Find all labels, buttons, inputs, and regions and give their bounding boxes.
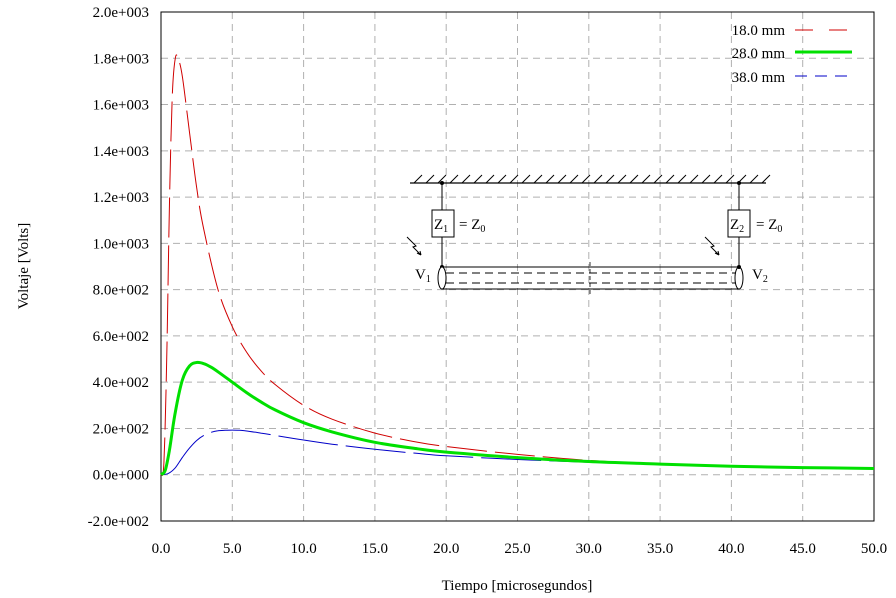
y-tick-label: 1.2e+003 [93,190,149,206]
ground-hatch-mark [761,174,771,184]
y-tick-label: 6.0e+002 [93,329,149,345]
x-tick-label: 30.0 [576,541,602,557]
ground-hatch-mark [485,174,495,184]
ground-hatch-mark [581,174,591,184]
x-tick-label: 50.0 [861,541,887,557]
v1-label: V1 [415,267,431,285]
y-tick-label: 8.0e+002 [93,283,149,299]
ground-hatch-mark [509,174,519,184]
ground-hatch-mark [617,174,627,184]
y-tick-label: 1.4e+003 [93,144,149,160]
x-tick-label: 45.0 [790,541,816,557]
y-axis-ticks: -2.0e+002 0.0e+000 2.0e+002 4.0e+002 6.0e+00… [88,5,149,530]
ground-hatch-mark [461,174,471,184]
ground-hatch-mark [497,174,507,184]
legend-label-18mm: 18.0 mm [732,23,786,39]
x-tick-label: 15.0 [362,541,388,557]
ground-hatch-mark [569,174,579,184]
y-axis-title: Voltaje [Volts] [16,223,32,310]
z2-label: Z2 [730,217,744,235]
y-tick-label: 2.0e+003 [93,5,149,21]
x-tick-label: 40.0 [718,541,744,557]
ground-hatch-mark [605,174,615,184]
ground-hatch-mark [653,174,663,184]
legend: 18.0 mm 28.0 mm 38.0 mm [732,23,852,86]
ground-hatch-mark [749,174,759,184]
plot-area-frame [160,11,875,522]
ground-hatch-mark [437,174,447,184]
ground-hatch-mark [557,174,567,184]
x-tick-label: 20.0 [433,541,459,557]
right-lightning-icon [704,236,720,256]
left-lightning-icon [406,236,422,256]
ground-hatch [413,174,771,184]
ground-hatch-mark [701,174,711,184]
y-tick-label: 2.0e+002 [93,421,149,437]
ground-hatch-mark [425,174,435,184]
y-tick-label: 1.0e+003 [93,236,149,252]
y-tick-label: -2.0e+002 [88,514,149,530]
y-tick-label: 0.0e+000 [93,468,149,484]
ground-hatch-mark [677,174,687,184]
grid-lines [161,12,874,521]
z2-equals-z0: = Z0 [756,217,782,235]
cable-icon [437,262,744,294]
y-tick-label: 4.0e+002 [93,375,149,391]
x-tick-label: 10.0 [290,541,316,557]
z1-equals-z0: = Z0 [459,217,485,235]
ground-hatch-mark [725,174,735,184]
ground-hatch-mark [533,174,543,184]
inset-cable-diagram: Z1 = Z0 V1 Z2 = Z0 V2 [406,174,782,294]
ground-hatch-mark [521,174,531,184]
ground-hatch-mark [641,174,651,184]
ground-hatch-mark [413,174,423,184]
v2-label: V2 [752,267,768,285]
x-tick-label: 5.0 [223,541,242,557]
x-tick-label: 25.0 [504,541,530,557]
x-tick-label: 0.0 [152,541,171,557]
legend-label-28mm: 28.0 mm [732,46,786,62]
series-lines [159,54,875,476]
ground-hatch-mark [665,174,675,184]
x-axis-title: Tiempo [microsegundos] [442,578,593,594]
ground-hatch-mark [629,174,639,184]
series-line-28-0-mm [159,360,875,476]
ground-hatch-mark [713,174,723,184]
ground-hatch-mark [473,174,483,184]
legend-label-38mm: 38.0 mm [732,70,786,86]
ground-hatch-mark [449,174,459,184]
x-axis-ticks: 0.0 5.0 10.0 15.0 20.0 25.0 30.0 35.0 40.0 45.0 50… [152,541,888,557]
ground-hatch-mark [545,174,555,184]
x-tick-label: 35.0 [647,541,673,557]
z1-label: Z1 [434,217,448,235]
z1-impedance-box [431,209,455,238]
y-tick-label: 1.8e+003 [93,51,149,67]
y-tick-label: 1.6e+003 [93,98,149,114]
ground-hatch-mark [689,174,699,184]
ground-hatch-mark [593,174,603,184]
